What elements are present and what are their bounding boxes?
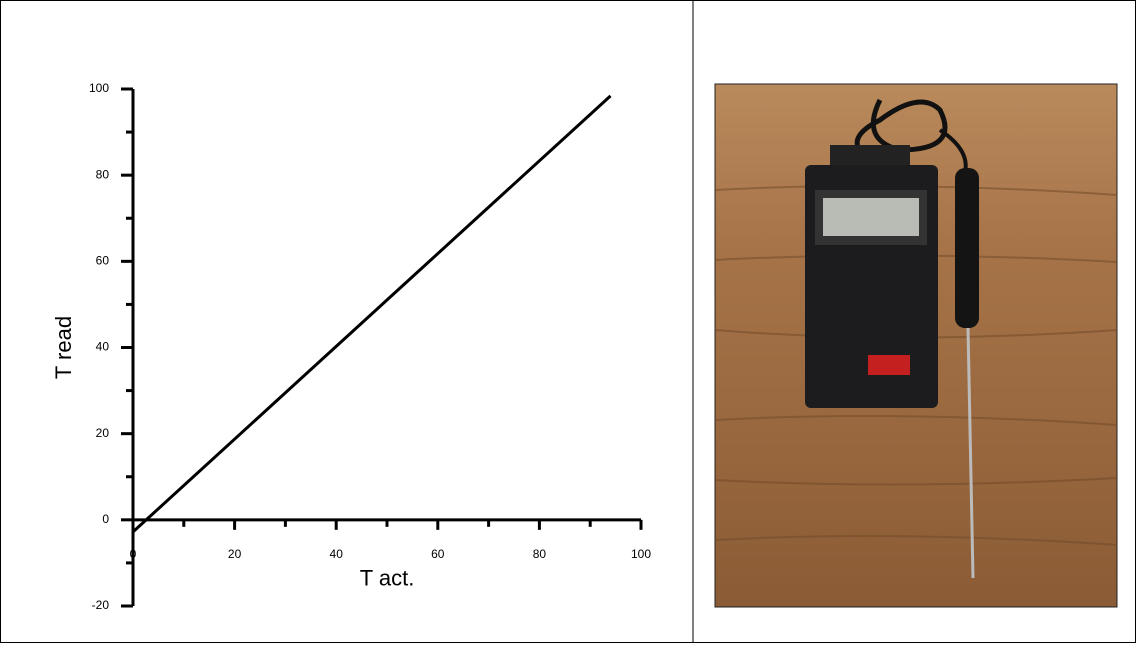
x-tick-label: 100	[631, 547, 651, 561]
x-axis-title: T act.	[360, 566, 415, 591]
brand-label	[868, 355, 910, 375]
photo	[715, 84, 1117, 607]
plot: -20 0 20 40 60 80 100 0 20 40 60 80 100 T act. T read	[51, 81, 652, 612]
y-tick-label: 80	[96, 167, 110, 181]
x-tick-label: 80	[533, 547, 547, 561]
x-tick-label: 0	[130, 547, 137, 561]
y-tick-label: 40	[96, 340, 110, 354]
page: -20020406080100020406080100T act.T read …	[0, 0, 1136, 648]
y-tick-label: 100	[89, 81, 109, 95]
y-tick-label: -20	[92, 598, 110, 612]
probe-handle	[955, 168, 979, 328]
y-tick-label: 0	[102, 512, 109, 526]
figure: -20 0 20 40 60 80 100 0 20 40 60 80 100 T act. T read	[0, 0, 1136, 643]
x-tick-label: 20	[228, 547, 242, 561]
y-tick-label: 20	[96, 426, 110, 440]
y-axis-title: T read	[51, 316, 76, 379]
y-tick-label: 60	[96, 254, 110, 268]
data-line	[133, 96, 611, 532]
x-tick-label: 60	[431, 547, 445, 561]
display	[823, 198, 919, 236]
x-tick-label: 40	[330, 547, 344, 561]
